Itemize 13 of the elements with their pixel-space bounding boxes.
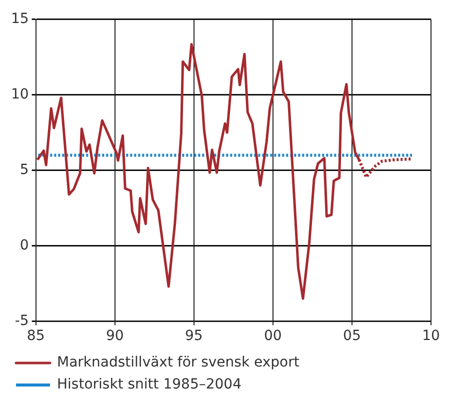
y-tick-label: 0 — [20, 237, 29, 254]
legend-label: Historiskt snitt 1985–2004 — [57, 376, 242, 393]
x-tick-label: 90 — [106, 328, 124, 344]
x-tick-label: 05 — [343, 328, 361, 344]
y-tick-label: 15 — [10, 11, 29, 28]
x-tick-label: 95 — [184, 328, 203, 344]
x-tick-label: 00 — [264, 328, 282, 344]
x-tick-label: 85 — [26, 328, 45, 344]
y-tick-label: 10 — [10, 86, 29, 102]
y-tick-label: -5 — [14, 312, 29, 329]
y-tick-label: 5 — [20, 162, 29, 178]
legend-label: Marknadstillväxt för svensk export — [57, 354, 300, 371]
x-tick-label: 10 — [422, 328, 440, 344]
